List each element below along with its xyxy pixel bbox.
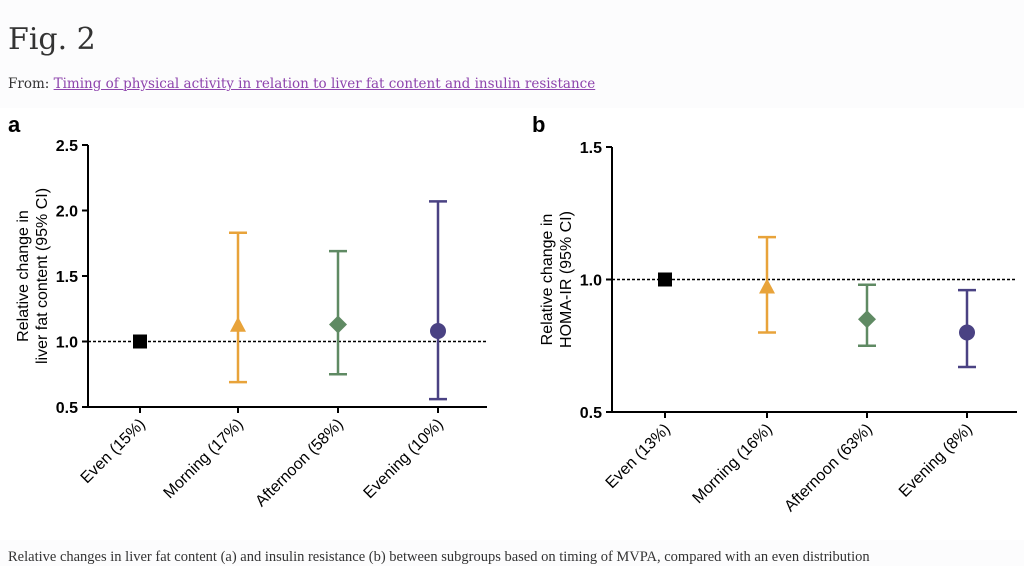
panel-b: b 0.5 1.0 1.5 Relative change in HOMA-IR (95%… (532, 112, 1017, 515)
y-axis-label-line: Relative change in (15, 210, 32, 342)
y-axis-label: Relative change in HOMA-IR (95% CI) (539, 211, 575, 348)
y-tick-label: 1.5 (56, 269, 78, 286)
x-tick-label: Morning (16%) (690, 421, 776, 507)
y-axis-label: Relative change in liver fat content (95%… (15, 188, 51, 364)
y-tick-label: 0.5 (580, 405, 602, 422)
y-axis-label-line: Relative change in (539, 214, 556, 346)
data-point-circle (430, 323, 446, 340)
y-axis-label-line: liver fat content (95% CI) (34, 188, 51, 364)
article-link[interactable]: Timing of physical activity in relation … (53, 76, 596, 92)
y-tick-label: 0.5 (56, 400, 78, 417)
data-point-triangle (230, 316, 246, 332)
data-point-diamond (329, 315, 347, 334)
data-point-triangle (759, 278, 775, 294)
data-point-square (133, 334, 147, 349)
panel-a: a 0.5 1.0 1.5 2.0 2.5 Relative change in liver … (8, 112, 487, 510)
panel-label: b (532, 112, 545, 137)
from-label: From: (8, 76, 50, 92)
x-tick-label: Evening (10%) (361, 416, 447, 502)
figure-caption: Relative changes in liver fat content (a… (8, 549, 870, 565)
y-tick-label: 1.0 (56, 335, 78, 352)
figure-panels: a 0.5 1.0 1.5 2.0 2.5 Relative change in liver … (0, 108, 1024, 540)
data-point-diamond (858, 310, 876, 329)
data-point-circle (959, 324, 975, 341)
x-tick-label: Morning (17%) (161, 416, 247, 502)
y-tick-label: 1.0 (580, 273, 602, 290)
figure-title: Fig. 2 (8, 22, 96, 57)
data-point-square (658, 272, 672, 287)
y-tick-label: 1.5 (580, 140, 602, 157)
x-tick-label: Even (13%) (603, 421, 674, 492)
x-tick-label: Even (15%) (78, 416, 149, 487)
y-axis-label-line: HOMA-IR (95% CI) (558, 211, 575, 348)
panel-label: a (8, 112, 21, 137)
y-tick-label: 2.0 (56, 204, 78, 221)
y-tick-label: 2.5 (56, 138, 78, 155)
x-tick-label: Evening (8%) (896, 421, 976, 501)
x-tick-label: Afternoon (58%) (252, 416, 346, 510)
source-line: From: Timing of physical activity in rel… (8, 76, 595, 92)
x-tick-label: Afternoon (63%) (781, 421, 875, 515)
